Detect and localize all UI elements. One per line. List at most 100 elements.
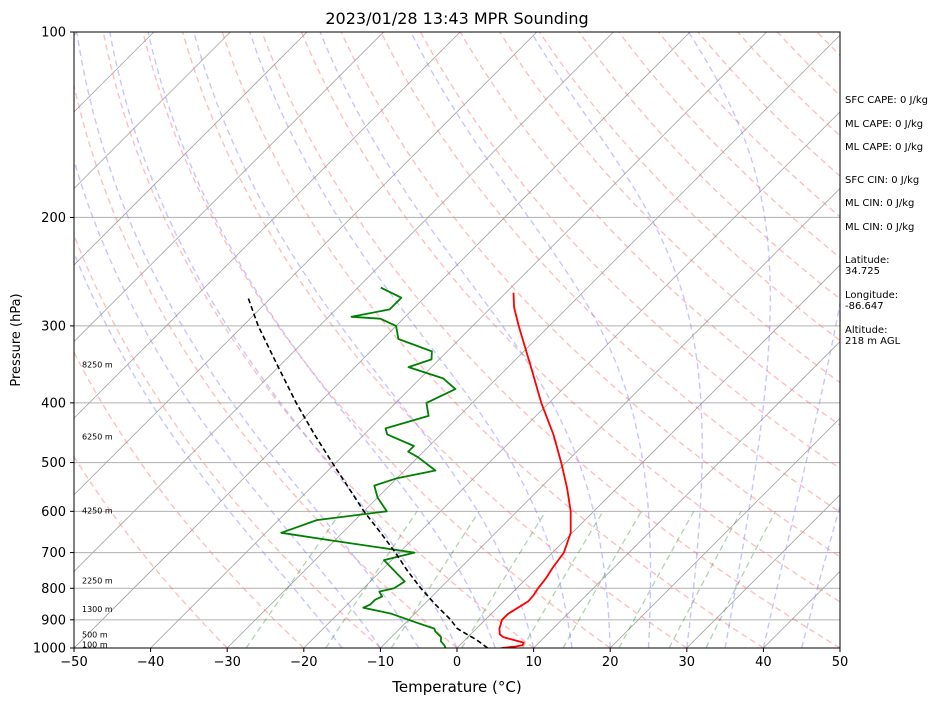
isotherm-line [74, 32, 231, 189]
altitude-label: Altitude: [845, 325, 888, 336]
ml-cape-text-2: ML CAPE: 0 J/kg [845, 142, 924, 153]
dry-adiabat-line [74, 350, 305, 648]
plot-frame [73, 31, 841, 649]
y-tick-label: 1000 [33, 642, 66, 657]
ml-cin-text-2: ML CIN: 0 J/kg [845, 222, 915, 233]
x-tick-label: −30 [213, 655, 240, 670]
y-tick-label: 500 [41, 456, 66, 471]
latitude-label: Latitude: [845, 255, 890, 266]
mixing-ratio-line [325, 510, 418, 648]
dry-adiabat-line [142, 32, 611, 648]
moist-adiabat-line [319, 32, 611, 648]
isotherm-line [74, 32, 614, 572]
dry-adiabat-line [74, 233, 381, 648]
height-label: 500 m [82, 631, 108, 640]
x-axis-label: Temperature (°C) [391, 678, 521, 696]
dry-adiabat-line [181, 32, 688, 648]
dry-adiabat-line [538, 32, 840, 342]
isotherm-line [533, 341, 840, 648]
y-tick-label: 300 [41, 319, 66, 334]
x-tick-label: 10 [525, 655, 542, 670]
mixing-ratio-line [521, 510, 604, 648]
isotherm-line [609, 417, 840, 648]
longitude-value: -86.647 [845, 301, 884, 312]
y-tick-label: 700 [41, 546, 66, 561]
sounding-lines [247, 286, 572, 648]
x-tick-label: −50 [60, 655, 87, 670]
moist-adiabat-line [76, 32, 420, 648]
isotherm-line [74, 32, 384, 343]
isotherm-line [74, 32, 461, 419]
temperature-line [498, 292, 572, 648]
x-tick-label: −10 [367, 655, 394, 670]
y-axis: 100 200 300 400 500 600 700 800 900 1000 [33, 26, 74, 657]
isotherm-line [456, 264, 840, 648]
x-axis: −50 −40 −30 −20 −10 0 10 20 30 40 50 [60, 648, 848, 670]
dry-adiabat-line [459, 32, 840, 427]
mixing-ratio-line [245, 510, 342, 648]
y-tick-label: 800 [41, 582, 66, 597]
x-tick-label: 40 [755, 655, 772, 670]
moist-adiabat-line [147, 32, 496, 648]
sfc-cin-text: SFC CIN: 0 J/kg [845, 175, 920, 186]
dry-adiabat-line [657, 32, 840, 218]
height-label: 2250 m [82, 577, 113, 586]
dry-adiabat-line [380, 32, 840, 513]
y-tick-label: 100 [41, 26, 66, 41]
mixing-ratio-line [618, 510, 695, 648]
latitude-value: 34.725 [845, 266, 880, 277]
height-label: 4250 m [82, 506, 113, 515]
moist-adiabat-line [801, 503, 840, 648]
moist-adiabat-line [109, 32, 458, 648]
chart-title: 2023/01/28 13:43 MPR Sounding [325, 9, 588, 28]
dry-adiabat-line [261, 32, 840, 648]
y-tick-label: 400 [41, 396, 66, 411]
isotherm-line [74, 32, 691, 648]
isotherm-line [74, 32, 538, 496]
x-tick-label: −20 [290, 655, 317, 670]
height-label: 1300 m [82, 605, 113, 614]
y-tick-label: 200 [41, 211, 66, 226]
moist-adiabat-line [193, 32, 535, 648]
isotherm-line [74, 32, 308, 266]
moist-adiabat-line [74, 157, 381, 648]
height-label: 8250 m [82, 361, 113, 370]
dry-adiabat-line [102, 32, 535, 648]
moist-adiabat-line [530, 32, 703, 648]
dry-adiabat-line [300, 32, 840, 603]
mixing-ratio-line [705, 510, 777, 648]
isotherm-line [686, 494, 840, 648]
moist-adiabat-line [762, 300, 840, 648]
sfc-cape-text: SFC CAPE: 0 J/kg [845, 95, 928, 106]
isotherm-line [303, 111, 840, 648]
isotherm-line [380, 187, 840, 648]
height-label: 6250 m [82, 432, 113, 441]
mixing-ratio-line [562, 510, 642, 648]
ml-cape-text: ML CAPE: 0 J/kg [845, 119, 924, 130]
mixing-ratio-line [668, 510, 742, 648]
dry-adiabat-line [340, 32, 840, 558]
longitude-label: Longitude: [845, 290, 899, 301]
isotherm-line [150, 32, 767, 648]
altitude-value: 218 m AGL [845, 336, 901, 347]
ml-cin-text: ML CIN: 0 J/kg [845, 198, 915, 209]
x-tick-label: −40 [137, 655, 164, 670]
y-tick-label: 600 [41, 505, 66, 520]
y-tick-label: 900 [41, 613, 66, 628]
x-tick-label: 30 [679, 655, 696, 670]
background-lines [0, 32, 840, 648]
isotherm-line [0, 32, 1, 648]
sounding-stats-panel: SFC CAPE: 0 J/kg ML CAPE: 0 J/kg ML CAPE… [845, 0, 946, 705]
height-label: 100 m [82, 640, 108, 649]
mixing-ratio-line [461, 510, 547, 648]
x-tick-label: 20 [602, 655, 619, 670]
dry-adiabat-line [499, 32, 840, 384]
dry-adiabat-line [697, 32, 840, 177]
moist-adiabat-line [249, 32, 573, 648]
dry-adiabat-line [221, 32, 764, 648]
y-axis-label: Pressure (hPa) [9, 293, 24, 386]
dry-adiabat-line [74, 82, 458, 648]
moist-adiabat-line [410, 32, 652, 648]
